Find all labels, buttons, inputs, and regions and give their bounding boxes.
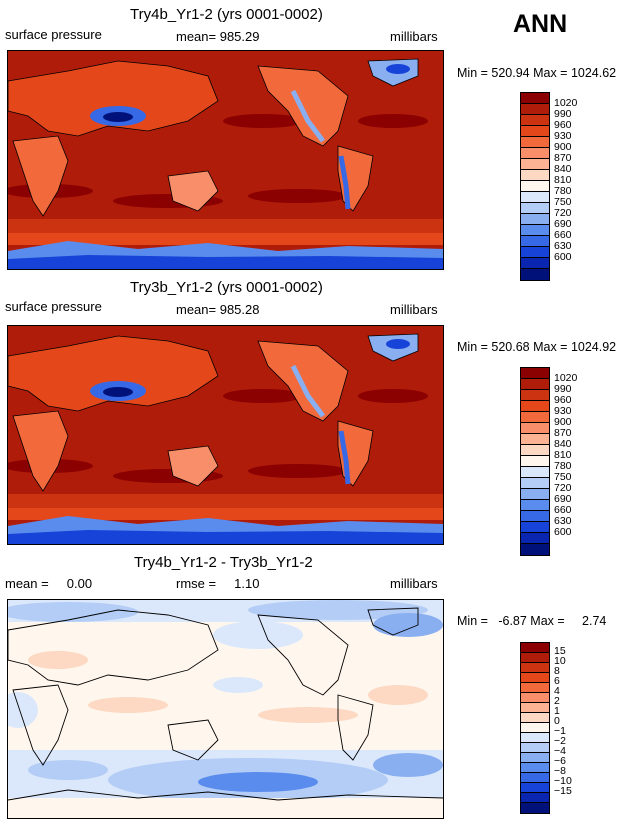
- panel1-colorbar-label: 870: [554, 152, 572, 164]
- panel2-colorbar-label: 750: [554, 471, 572, 483]
- panel1-colorbar-label: 780: [554, 185, 572, 197]
- panel1-minmax: Min = 520.94 Max = 1024.62: [457, 66, 617, 80]
- panel2-minmax: Min = 520.68 Max = 1024.92: [457, 340, 617, 354]
- panel1-colorbar-label: 840: [554, 163, 572, 175]
- season-label: ANN: [513, 10, 568, 38]
- panel1-colorbar-label: 720: [554, 207, 572, 219]
- panel3-colorbar-label: −2: [554, 735, 566, 747]
- panel1-colorbar-label: 990: [554, 108, 572, 120]
- panel3-units-label: millibars: [390, 576, 438, 591]
- panel2-colorbar-label: 1020: [554, 372, 578, 384]
- panel3-colorbar-label: 8: [554, 665, 560, 677]
- panel1-colorbar-label: 660: [554, 229, 572, 241]
- panel3-colorbar-label: −6: [554, 755, 566, 767]
- panel3-title: Try4b_Yr1-2 - Try3b_Yr1-2: [134, 554, 313, 571]
- panel2-colorbar: [520, 367, 550, 556]
- panel3-colorbar-label: 15: [554, 645, 566, 657]
- panel2-colorbar-label: 930: [554, 405, 572, 417]
- panel3-colorbar-label: −10: [554, 775, 572, 787]
- panel3-rmse-label: rmse = 1.10: [176, 576, 260, 591]
- panel1-map-graphic: [8, 51, 443, 269]
- panel1-colorbar-label: 1020: [554, 97, 578, 109]
- panel2-colorbar-label: 630: [554, 515, 572, 527]
- panel1-colorbar-label: 750: [554, 196, 572, 208]
- panel1-colorbar-label: 690: [554, 218, 572, 230]
- panel2-colorbar-label: 810: [554, 449, 572, 461]
- panel3-colorbar-label: 2: [554, 695, 560, 707]
- panel2-mean-label: mean= 985.28: [176, 302, 260, 317]
- panel3-map-graphic: [8, 600, 443, 818]
- panel3-colorbar-label: −4: [554, 745, 566, 757]
- panel2-map-graphic: [8, 326, 443, 544]
- panel3-minmax: Min = -6.87 Max = 2.74: [457, 614, 607, 628]
- panel2-colorbar-label: 990: [554, 383, 572, 395]
- panel1-map: [7, 50, 444, 270]
- panel3-colorbar-label: 6: [554, 675, 560, 687]
- panel3-colorbar-label: −1: [554, 725, 566, 737]
- panel2-colorbar-label: 660: [554, 504, 572, 516]
- panel1-colorbar-label: 900: [554, 141, 572, 153]
- panel2-units-label: millibars: [390, 302, 438, 317]
- panel1-colorbar-label: 630: [554, 240, 572, 252]
- panel2-variable-label: surface pressure: [5, 299, 102, 314]
- panel3-colorbar: [520, 642, 550, 814]
- panel2-colorbar-label: 720: [554, 482, 572, 494]
- panel2-colorbar-label: 870: [554, 427, 572, 439]
- panel2-colorbar-label: 600: [554, 526, 572, 538]
- panel1-colorbar-label: 600: [554, 251, 572, 263]
- panel1-colorbar-label: 930: [554, 130, 572, 142]
- panel3-map: [7, 599, 444, 819]
- panel2-colorbar-label: 840: [554, 438, 572, 450]
- panel2-title: Try3b_Yr1-2 (yrs 0001-0002): [130, 279, 323, 296]
- panel1-colorbar-label: 810: [554, 174, 572, 186]
- panel3-colorbar-label: −8: [554, 765, 566, 777]
- panel1-variable-label: surface pressure: [5, 27, 102, 42]
- panel1-colorbar-label: 960: [554, 119, 572, 131]
- panel3-colorbar-label: 10: [554, 655, 566, 667]
- panel2-colorbar-label: 780: [554, 460, 572, 472]
- panel3-colorbar-label: 1: [554, 705, 560, 717]
- panel3-colorbar-label: 4: [554, 685, 560, 697]
- panel3-colorbar-label: 0: [554, 715, 560, 727]
- panel1-mean-label: mean= 985.29: [176, 29, 260, 44]
- panel3-mean-label: mean = 0.00: [5, 576, 93, 591]
- panel1-units-label: millibars: [390, 29, 438, 44]
- panel3-colorbar-label: −15: [554, 785, 572, 797]
- panel2-colorbar-label: 900: [554, 416, 572, 428]
- panel1-title: Try4b_Yr1-2 (yrs 0001-0002): [130, 6, 323, 23]
- panel2-map: [7, 325, 444, 545]
- panel1-colorbar: [520, 92, 550, 281]
- panel2-colorbar-label: 690: [554, 493, 572, 505]
- panel2-colorbar-label: 960: [554, 394, 572, 406]
